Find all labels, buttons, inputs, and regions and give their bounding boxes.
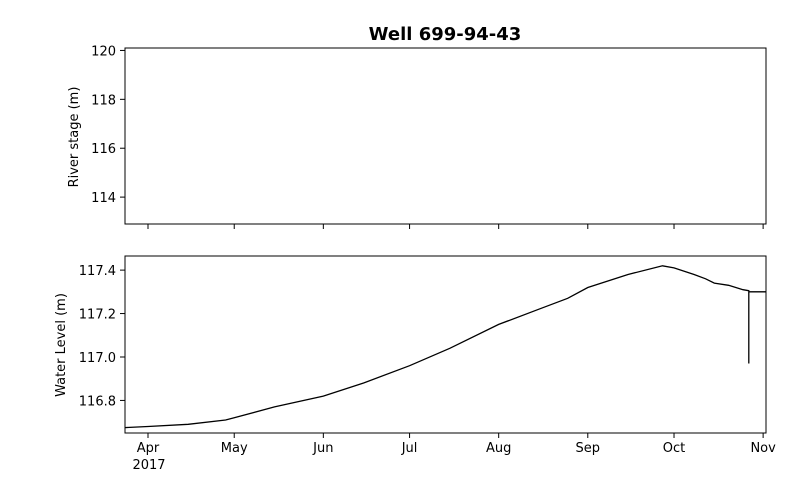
bottom-plot-area	[124, 255, 767, 434]
top-plot-area	[124, 47, 767, 225]
river-stage-panel: 114 116 118 120 River stage (m)	[67, 44, 767, 229]
bottom-x-tick-label: Nov	[750, 441, 776, 456]
bottom-y-axis-label: Water Level (m)	[54, 293, 69, 397]
top-y-tick-label: 116	[91, 142, 116, 157]
bottom-x-tick-label: Jul	[401, 441, 418, 456]
x-axis-year-label: 2017	[132, 458, 165, 473]
water-level-series-line	[124, 265, 766, 429]
top-x-ticks	[147, 224, 764, 229]
bottom-y-tick-label: 117.2	[79, 308, 116, 323]
bottom-x-tick-label: Jun	[312, 441, 333, 456]
bottom-y-ticks: 116.8 117.0 117.2 117.4	[79, 264, 125, 409]
bottom-x-tick-label: Aug	[486, 441, 511, 456]
chart-title: Well 699-94-43	[369, 24, 522, 45]
bottom-x-ticks: Apr May Jun Jul Aug Sep Oct Nov	[137, 433, 776, 456]
bottom-x-tick-label: Oct	[663, 441, 685, 456]
bottom-y-tick-label: 116.8	[79, 394, 116, 409]
bottom-x-tick-label: Sep	[576, 441, 601, 456]
top-y-tick-label: 118	[91, 93, 116, 108]
top-y-ticks: 114 116 118 120	[91, 44, 125, 206]
top-y-tick-label: 120	[91, 44, 116, 59]
bottom-x-tick-label: Apr	[137, 441, 160, 456]
top-y-axis-label: River stage (m)	[67, 87, 82, 188]
water-level-panel: 116.8 117.0 117.2 117.4 Apr May Jun Jul Aug Sep O…	[54, 255, 776, 473]
bottom-y-tick-label: 117.4	[79, 264, 116, 279]
bottom-x-tick-label: May	[221, 441, 248, 456]
top-y-tick-label: 114	[91, 191, 116, 206]
bottom-y-tick-label: 117.0	[79, 351, 116, 366]
